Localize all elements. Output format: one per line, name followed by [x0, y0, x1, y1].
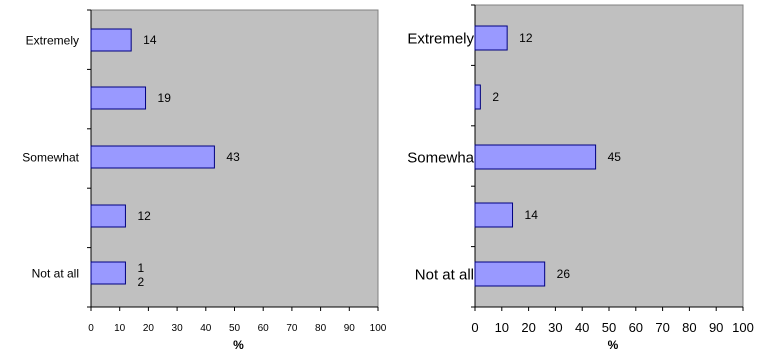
data-label: 26 [557, 267, 571, 281]
bar [90, 145, 215, 169]
x-tick-label: 50 [602, 320, 616, 335]
category-label: Extremely [407, 30, 474, 47]
x-tick-label: 20 [143, 323, 155, 334]
x-tick-label: 70 [286, 323, 298, 334]
data-label: 2 [492, 90, 499, 104]
data-label: 43 [226, 150, 240, 164]
chart-panel-2: 0 10 20 30 40 50 60 70 80 90 100% Extremely 12 2 Somew… [407, 4, 754, 351]
x-tick-label: 30 [548, 320, 562, 335]
x-tick-label: 0 [471, 320, 478, 335]
data-label: 12 [519, 31, 533, 45]
x-tick-label: 80 [682, 320, 696, 335]
category-label: Somewha [407, 149, 474, 166]
x-tick-label: 60 [258, 323, 270, 334]
bar [90, 261, 126, 285]
data-label: 14 [525, 208, 539, 222]
x-tick-label: 30 [172, 323, 184, 334]
x-axis-label: % [608, 338, 619, 351]
category-label: Extremely [26, 33, 79, 47]
chart-panel-1: 0 10 20 30 40 50 60 70 80 90 100% Extremely 14 19 Some… [22, 9, 387, 351]
bar [474, 202, 514, 228]
x-axis-label: % [233, 338, 244, 351]
x-tick-label: 10 [495, 320, 509, 335]
x-tick-label: 90 [709, 320, 723, 335]
x-tick-label: 0 [88, 323, 94, 334]
data-label: 19 [158, 91, 172, 105]
x-tick-label: 70 [655, 320, 669, 335]
data-label: 45 [608, 150, 622, 164]
x-tick-label: 60 [629, 320, 643, 335]
x-tick-label: 40 [200, 323, 212, 334]
x-tick-label: 40 [575, 320, 589, 335]
data-label: 14 [143, 33, 157, 47]
x-tick-label: 90 [344, 323, 356, 334]
x-tick-label: 80 [315, 323, 327, 334]
bar [474, 25, 508, 51]
bar [474, 84, 481, 110]
category-label: Not at all [415, 266, 474, 283]
category-label: Somewhat [22, 150, 79, 164]
bar [90, 204, 126, 228]
bar [90, 28, 132, 52]
bar [474, 261, 546, 287]
x-tick-label: 20 [521, 320, 535, 335]
x-tick-label: 100 [370, 323, 387, 334]
x-tick-label: 100 [732, 320, 754, 335]
bar [474, 144, 597, 170]
x-tick-label: 10 [114, 323, 126, 334]
x-tick-label: 50 [229, 323, 241, 334]
bar [90, 86, 147, 110]
data-label: 12 [137, 209, 151, 223]
category-label: Not at all [32, 266, 79, 280]
